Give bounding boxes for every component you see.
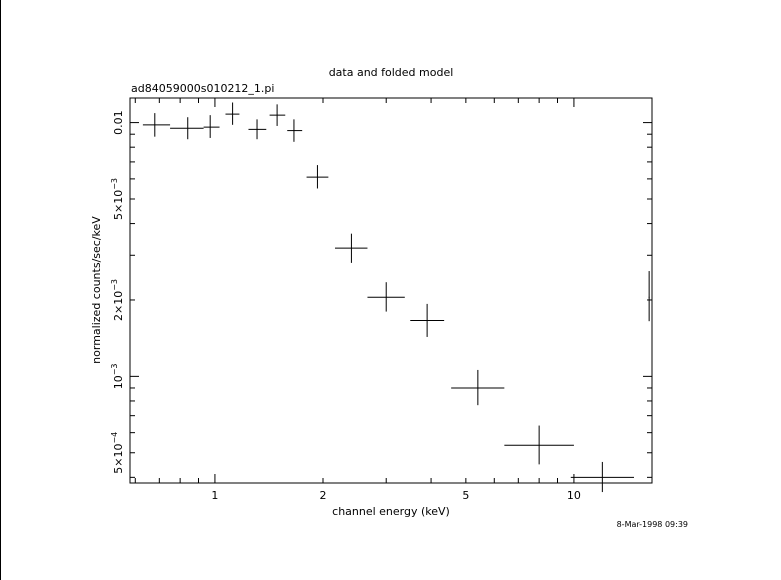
data-point [248,119,267,140]
chart-subtitle: ad84059000s010212_1.pi [131,82,274,95]
timestamp: 8-Mar-1998 09:39 [617,520,688,529]
y-axis-ticks [130,122,652,478]
data-point [170,117,204,140]
y-tick-label: 10−3 [110,363,125,389]
y-tick-label-mantissa: 5×10 [112,190,125,220]
x-axis-label: channel energy (keV) [332,505,450,518]
y-tick-label-mantissa: 5×10 [112,444,125,474]
x-tick-label: 5 [462,489,469,502]
y-tick-label: 2×10−3 [110,279,125,321]
data-point [570,461,634,493]
data-point [648,271,650,322]
y-tick-label-mantissa: 10 [112,375,125,389]
y-tick-label-exponent: −3 [110,363,119,375]
plot-frame [129,97,653,484]
y-tick-label: 5×10−4 [110,432,125,474]
y-tick-label: 0.01 [112,110,125,134]
y-tick-label-mantissa: 0.01 [112,110,125,134]
x-axis-ticks [134,98,575,483]
x-tick-label: 2 [319,489,326,502]
chart-title: data and folded model [329,66,454,79]
x-tick-label: 10 [567,489,581,502]
y-axis-tick-labels: 5×10−410−32×10−35×10−30.01 [110,110,125,473]
y-axis-label: normalized counts/sec/keV [90,216,103,364]
y-tick-label: 5×10−3 [110,178,125,220]
data-point [225,102,240,125]
data-point [306,165,329,189]
y-tick-label-mantissa: 2×10 [112,291,125,321]
y-tick-label-exponent: −4 [110,432,119,444]
data-point [287,119,303,142]
data-point [504,425,574,465]
data-point [367,282,405,312]
data-point [451,369,505,406]
data-points [142,102,650,493]
x-axis-tick-labels: 1 2 5 10 [211,489,580,502]
data-point [142,113,171,137]
data-point [334,233,368,263]
data-point [269,104,286,126]
data-point [203,115,220,138]
y-tick-label-exponent: −3 [110,178,119,190]
x-tick-label: 1 [211,489,218,502]
data-point [410,303,445,337]
y-tick-label-exponent: −3 [110,279,119,291]
